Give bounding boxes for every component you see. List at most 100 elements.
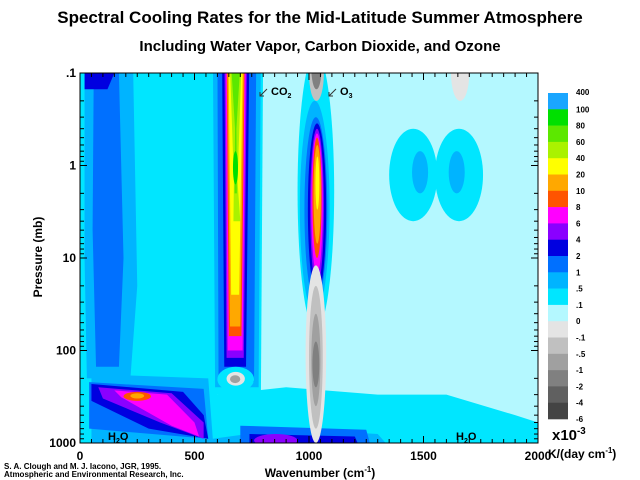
colorbar-swatch	[548, 174, 568, 192]
contour-blue-h2o-right-1	[412, 151, 429, 194]
annotation-arrow	[328, 88, 337, 97]
annotation-arrowhead	[259, 92, 264, 97]
colorbar-swatch	[548, 304, 568, 322]
colorbar-swatch	[548, 402, 568, 420]
contour-blue-h2o	[92, 73, 124, 367]
colorbar-multiplier-sup: -3	[577, 426, 586, 437]
colorbar-swatch	[548, 239, 568, 257]
colorbar-swatch	[548, 321, 568, 338]
colorbar-unit-sup: -1	[605, 446, 613, 455]
annotation-arrow	[259, 88, 268, 97]
colorbar-label: 100	[576, 105, 590, 114]
colorbar-unit: K/(day cm-1)	[548, 446, 616, 461]
colorbar-swatch	[548, 370, 568, 387]
annotation-label: H2O	[456, 431, 477, 445]
colorbar-label: -1	[576, 366, 584, 375]
annotation-text: H	[108, 431, 116, 443]
colorbar-label: 2	[576, 252, 581, 261]
x-tick-label: 2000	[525, 449, 552, 463]
annotation-arrowhead	[328, 92, 333, 97]
contour-orange-lower	[130, 393, 145, 399]
annotation-sub: 2	[464, 438, 468, 445]
contour-violet-bottom	[254, 434, 298, 443]
colorbar-label: 10	[576, 187, 585, 196]
y-tick-label: .1	[66, 66, 76, 80]
contour-green-co2	[232, 151, 239, 185]
x-tick-label: 500	[184, 449, 204, 463]
contour-gray-right-top	[450, 73, 470, 101]
contour-yellow-o3	[315, 156, 320, 210]
annotation-sub: 3	[349, 93, 353, 100]
contour-layer	[80, 73, 538, 443]
x-axis-label: Wavenumber (cm-1)	[220, 465, 420, 480]
colorbar-label: 1	[576, 268, 581, 277]
colorbar-swatch	[548, 256, 568, 273]
colorbar-label: 80	[576, 122, 585, 131]
chart-title: Spectral Cooling Rates for the Mid-Latit…	[57, 8, 583, 27]
contour-gray-o3-top-dark	[311, 73, 322, 90]
annotation-text: CO	[271, 86, 288, 98]
y-tick-label: 100	[56, 344, 76, 358]
colorbar-unit-end: )	[612, 447, 617, 461]
colorbar-swatch	[548, 93, 568, 110]
annotation-sub: 2	[288, 93, 292, 100]
colorbar-multiplier: x10-3	[552, 426, 586, 444]
annotation-end: O	[120, 431, 129, 443]
colorbar-label: 60	[576, 138, 585, 147]
colorbar-label: 4	[576, 236, 581, 245]
annotation-sub: 2	[116, 438, 120, 445]
colorbar-swatch	[548, 125, 568, 143]
colorbar-label: 0	[576, 317, 581, 326]
contour-magenta-lower	[114, 390, 200, 437]
credit-line-2: Atmospheric and Environmental Research, …	[4, 470, 184, 479]
y-tick-label: 1000	[49, 436, 76, 450]
colorbar-unit-text: K/(day cm	[548, 447, 606, 461]
colorbar-label: -2	[576, 382, 584, 391]
colorbar-swatch	[548, 141, 568, 159]
colorbar-swatch	[548, 288, 568, 306]
annotation-label: O3	[340, 86, 353, 100]
colorbar-label: -6	[576, 415, 584, 424]
colorbar-swatch	[548, 109, 568, 126]
colorbar-swatch	[548, 386, 568, 403]
colorbar-multiplier-text: x10	[552, 427, 578, 444]
colorbar-label: -.5	[576, 350, 586, 359]
x-axis-label-text: Wavenumber (cm	[264, 466, 365, 480]
colorbar-swatch	[548, 272, 568, 289]
colorbar-swatch	[548, 223, 568, 240]
y-axis-label: Pressure (mb)	[31, 216, 45, 298]
annotation-label: H2O	[108, 431, 129, 445]
colorbar-swatch	[548, 353, 568, 371]
colorbar-swatch	[548, 158, 568, 175]
colorbar-swatch	[548, 207, 568, 224]
annotation-label: CO2	[271, 86, 292, 100]
colorbar-label: .1	[576, 301, 583, 310]
colorbar-label: 40	[576, 154, 585, 163]
credit-line-1: S. A. Clough and M. J. Iacono, JGR, 1995…	[4, 462, 162, 471]
colorbar-swatch	[548, 337, 568, 355]
colorbar-label: -.1	[576, 334, 586, 343]
colorbar-label: 400	[576, 88, 590, 97]
y-tick-label: 10	[63, 251, 77, 265]
contour-cyan-main	[80, 73, 538, 443]
colorbar-label: 8	[576, 203, 581, 212]
colorbar-label: 6	[576, 219, 581, 228]
x-tick-label: 1000	[296, 449, 323, 463]
contour-gray2-co2-gap	[229, 375, 241, 384]
colorbar-label: .5	[576, 285, 583, 294]
y-tick-label: 1	[69, 159, 76, 173]
annotation-end: O	[468, 431, 477, 443]
contour-blue-h2o-right-2	[448, 151, 465, 194]
annotation-text: O	[340, 86, 349, 98]
x-axis-label-sup: -1	[364, 465, 372, 474]
x-axis-label-end: )	[371, 466, 376, 480]
contour-gray4-o3	[312, 341, 320, 388]
contour-lgreen-co2	[231, 73, 240, 194]
contour-dblue-top	[84, 73, 115, 90]
chart-subtitle: Including Water Vapor, Carbon Dioxide, a…	[139, 38, 501, 55]
colorbar-label: 20	[576, 171, 585, 180]
colorbar-label: -4	[576, 399, 584, 408]
x-tick-label: 1500	[410, 449, 437, 463]
x-tick-label: 0	[77, 449, 84, 463]
